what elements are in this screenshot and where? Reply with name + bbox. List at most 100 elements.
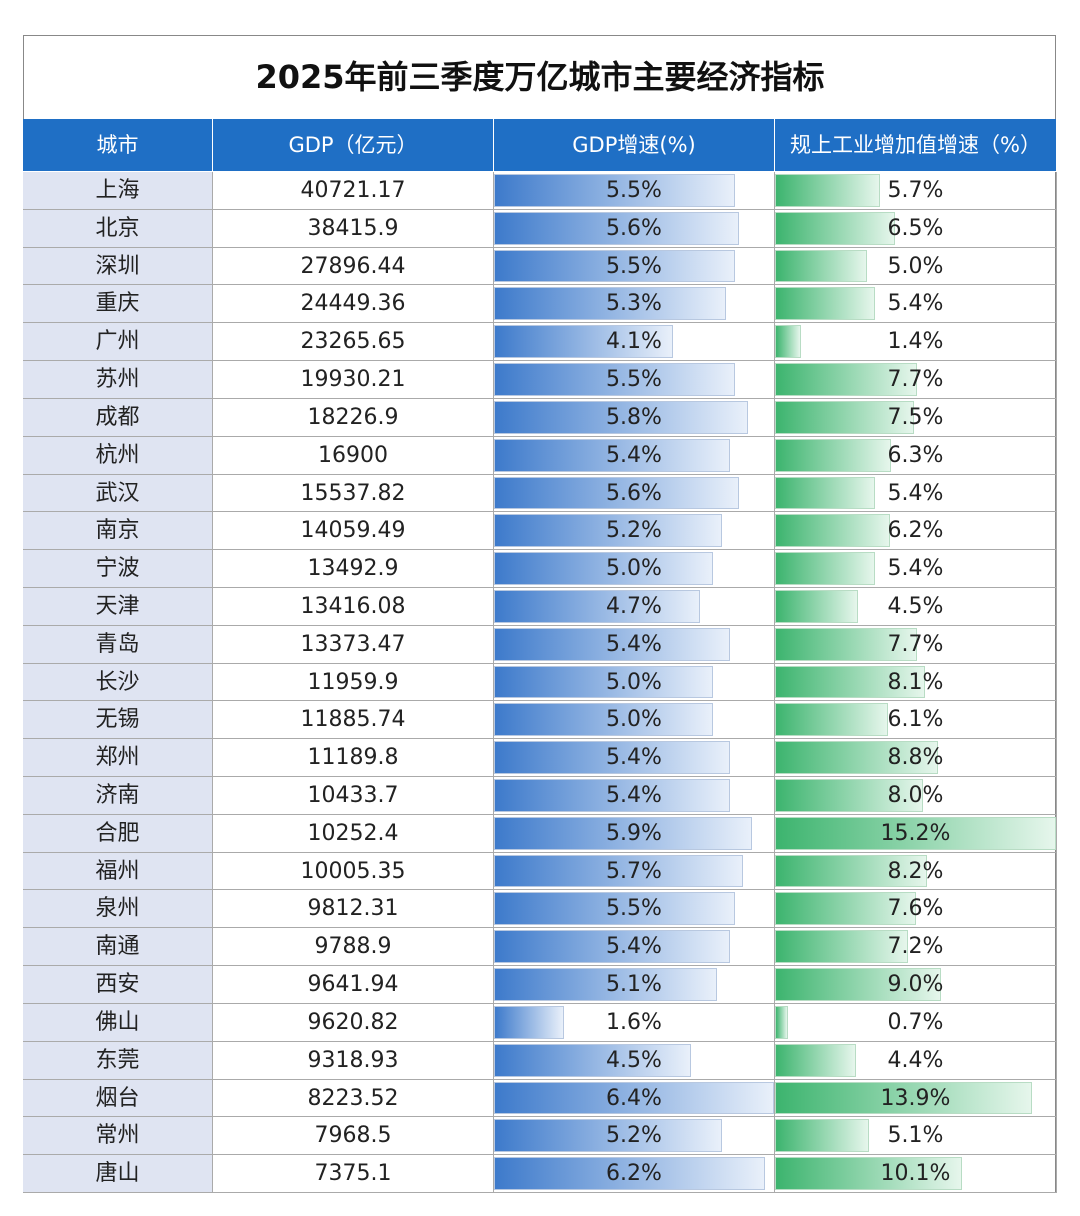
data-bar (494, 816, 753, 850)
city-cell: 武汉 (23, 474, 213, 513)
city-cell: 济南 (23, 777, 213, 815)
data-bar (775, 438, 892, 472)
city-cell: 重庆 (23, 285, 213, 324)
gdp-growth-cell: 5.3% (494, 285, 775, 324)
industry-growth-cell: 6.5% (775, 209, 1057, 248)
column-header: GDP增速(%) (494, 119, 775, 172)
data-bar (494, 287, 726, 321)
value-label: 5.5% (606, 367, 662, 393)
data-bar (494, 892, 735, 926)
value-label: 6.3% (887, 442, 944, 468)
gdp-growth-cell: 6.4% (494, 1079, 775, 1118)
value-label: 5.0% (606, 707, 662, 733)
data-bar (494, 552, 713, 585)
industry-growth-cell: 5.1% (775, 1117, 1057, 1156)
data-bar (775, 249, 868, 283)
value-label: 5.4% (887, 291, 944, 317)
value-label: 5.4% (887, 556, 944, 582)
city-cell: 无锡 (23, 701, 213, 740)
value-label: 6.2% (606, 1161, 662, 1187)
gdp-growth-cell: 5.0% (494, 550, 775, 588)
gdp-growth-cell: 5.0% (494, 701, 775, 740)
gdp-cell: 9620.82 (213, 1003, 494, 1042)
data-bar (775, 627, 918, 661)
gdp-growth-cell: 6.2% (494, 1155, 775, 1193)
value-label: 5.4% (606, 745, 662, 771)
gdp-cell: 10005.35 (213, 852, 494, 891)
data-bar (494, 400, 748, 434)
city-cell: 北京 (23, 209, 213, 248)
gdp-cell: 9641.94 (213, 966, 494, 1004)
industry-growth-cell: 1.4% (775, 323, 1057, 362)
city-cell: 深圳 (23, 247, 213, 286)
city-cell: 南京 (23, 512, 213, 551)
city-cell: 杭州 (23, 436, 213, 475)
data-bar (494, 1005, 564, 1039)
data-bar (494, 211, 739, 245)
value-label: 5.7% (606, 858, 662, 884)
gdp-growth-cell: 5.4% (494, 777, 775, 815)
industry-growth-cell: 7.5% (775, 398, 1057, 437)
value-label: 5.4% (606, 631, 662, 657)
industry-growth-cell: 4.4% (775, 1041, 1057, 1080)
value-label: 5.5% (606, 896, 662, 922)
value-label: 8.2% (887, 858, 944, 884)
value-label: 0.7% (887, 1009, 944, 1035)
industry-growth-cell: 5.4% (775, 285, 1057, 324)
gdp-cell: 7375.1 (213, 1155, 494, 1193)
value-label: 7.6% (887, 896, 944, 922)
gdp-growth-cell: 5.0% (494, 663, 775, 702)
industry-growth-cell: 13.9% (775, 1079, 1057, 1118)
data-bar (494, 363, 735, 396)
data-bar (775, 552, 875, 585)
data-bar (494, 703, 713, 737)
gdp-cell: 11885.74 (213, 701, 494, 740)
data-bar (494, 438, 731, 472)
value-label: 8.8% (887, 745, 944, 771)
data-bar (494, 1081, 774, 1115)
value-label: 4.5% (606, 1047, 662, 1073)
gdp-growth-cell: 4.5% (494, 1041, 775, 1080)
industry-growth-cell: 4.5% (775, 587, 1057, 626)
data-bar (775, 930, 909, 964)
value-label: 5.6% (606, 215, 662, 241)
value-label: 5.4% (887, 480, 944, 506)
value-label: 9.0% (887, 972, 944, 998)
gdp-cell: 23265.65 (213, 323, 494, 362)
industry-growth-cell: 15.2% (775, 814, 1057, 853)
value-label: 5.1% (606, 972, 662, 998)
value-label: 13.9% (880, 1085, 951, 1111)
value-label: 7.7% (887, 631, 944, 657)
value-label: 10.1% (880, 1161, 951, 1187)
value-label: 7.5% (887, 404, 944, 430)
data-bar (494, 968, 718, 1001)
industry-growth-cell: 5.7% (775, 172, 1057, 210)
data-bar (775, 476, 875, 510)
gdp-growth-cell: 5.4% (494, 739, 775, 778)
data-bar (775, 589, 859, 623)
value-label: 5.7% (887, 178, 944, 203)
gdp-cell: 15537.82 (213, 474, 494, 513)
value-label: 7.2% (887, 934, 944, 960)
data-bar (494, 1157, 766, 1190)
column-header: 规上工业增加值增速（%） (775, 119, 1057, 172)
city-cell: 广州 (23, 323, 213, 362)
city-cell: 烟台 (23, 1079, 213, 1118)
data-bar (494, 665, 713, 699)
value-label: 8.1% (887, 669, 944, 695)
value-label: 6.1% (887, 707, 944, 733)
value-label: 1.6% (606, 1009, 662, 1035)
gdp-growth-cell: 5.8% (494, 398, 775, 437)
gdp-cell: 24449.36 (213, 285, 494, 324)
data-bar (775, 514, 890, 548)
city-cell: 泉州 (23, 890, 213, 929)
data-bar (494, 741, 731, 775)
industry-growth-cell: 5.4% (775, 550, 1057, 588)
data-bar (775, 665, 925, 699)
data-bar (494, 249, 735, 283)
industry-growth-cell: 8.1% (775, 663, 1057, 702)
industry-growth-cell: 6.3% (775, 436, 1057, 475)
industry-growth-cell: 6.1% (775, 701, 1057, 740)
value-label: 8.0% (887, 783, 944, 809)
city-cell: 佛山 (23, 1003, 213, 1042)
